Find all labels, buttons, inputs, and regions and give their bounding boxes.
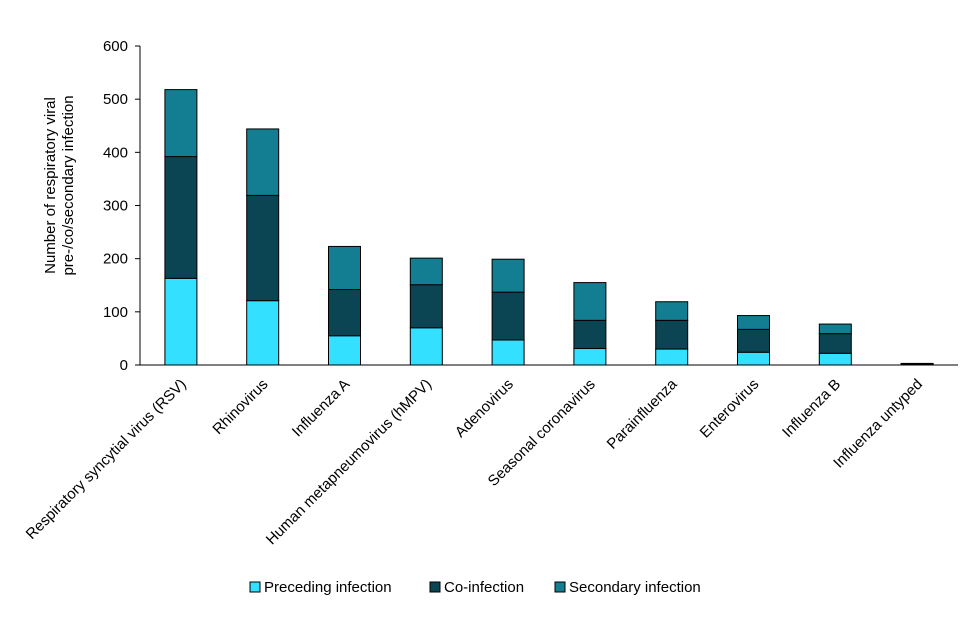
legend-label: Co-infection xyxy=(444,579,524,596)
x-axis-labels: Respiratory syncytial virus (RSV) Rhinovi… xyxy=(23,375,926,548)
legend-label: Preceding infection xyxy=(264,579,392,596)
bar-segment xyxy=(573,319,607,350)
y-tick-label: 500 xyxy=(103,91,128,108)
y-tick-label: 300 xyxy=(103,198,128,215)
legend-swatch xyxy=(249,581,261,593)
bar-segment xyxy=(491,339,525,366)
bar-segment xyxy=(164,277,198,366)
x-category-label: Respiratory syncytial virus (RSV) xyxy=(23,376,190,543)
x-category-label: Influenza untyped xyxy=(830,376,926,472)
bar-segment xyxy=(818,352,852,366)
bar-segment xyxy=(737,328,770,353)
bar-segment xyxy=(655,348,689,366)
x-category-label: Adenovirus xyxy=(452,376,517,441)
y-axis-label: Number of respiratory viralpre-/co/secon… xyxy=(42,95,77,275)
bar-segment xyxy=(164,89,198,158)
y-tick-label: 600 xyxy=(103,38,128,55)
bar-segment xyxy=(818,323,852,335)
legend-item: Co-infection xyxy=(429,579,524,596)
y-axis-ticks: 0 100 200 300 400 500 600 xyxy=(103,38,140,374)
y-tick-label: 0 xyxy=(120,357,128,374)
bar-segment xyxy=(246,128,280,196)
bar-segment xyxy=(246,194,280,302)
bar-segment xyxy=(409,327,443,366)
legend-label: Secondary infection xyxy=(569,579,701,596)
bars xyxy=(164,89,934,366)
legend-swatch xyxy=(554,581,566,593)
bar-segment xyxy=(328,289,361,337)
x-category-label: Parainfluenza xyxy=(604,375,681,452)
legend-item: Secondary infection xyxy=(554,579,701,596)
bar-segment xyxy=(328,335,361,366)
y-tick-label: 100 xyxy=(103,304,128,321)
bar-segment xyxy=(655,319,689,350)
bar-segment xyxy=(491,291,525,341)
bar-segment xyxy=(491,258,525,293)
bar-segment xyxy=(900,362,934,365)
bar-segment xyxy=(737,315,770,330)
y-axis-title: Number of respiratory viralpre-/co/secon… xyxy=(42,95,77,275)
legend: Preceding infection Co-infection Secondary… xyxy=(249,579,701,596)
y-axis-title-line: Number of respiratory viral xyxy=(42,97,59,274)
legend-item: Preceding infection xyxy=(249,579,392,596)
bar-segment xyxy=(655,301,689,321)
bar-segment xyxy=(573,348,607,366)
x-category-label: Influenza B xyxy=(779,376,844,441)
x-category-label: Human metapneumovirus (hMPV) xyxy=(263,376,435,548)
bar-segment xyxy=(409,257,443,286)
bar-segment xyxy=(409,284,443,329)
y-axis-title-line: pre-/co/secondary infection xyxy=(60,95,77,275)
legend-swatch xyxy=(429,581,441,593)
bar-segment xyxy=(246,300,280,366)
x-category-label: Influenza A xyxy=(289,376,354,441)
bar-segment xyxy=(328,245,361,291)
axes xyxy=(139,46,958,366)
bar-segment xyxy=(818,333,852,354)
x-category-label: Rhinovirus xyxy=(209,376,271,438)
y-tick-label: 400 xyxy=(103,144,128,161)
x-category-label: Enterovirus xyxy=(697,376,763,442)
bar-segment xyxy=(164,156,198,279)
y-tick-label: 200 xyxy=(103,251,128,268)
bar-segment xyxy=(737,351,770,366)
bar-segment xyxy=(573,282,607,321)
